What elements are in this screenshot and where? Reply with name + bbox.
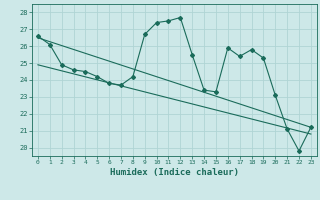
X-axis label: Humidex (Indice chaleur): Humidex (Indice chaleur) (110, 168, 239, 177)
